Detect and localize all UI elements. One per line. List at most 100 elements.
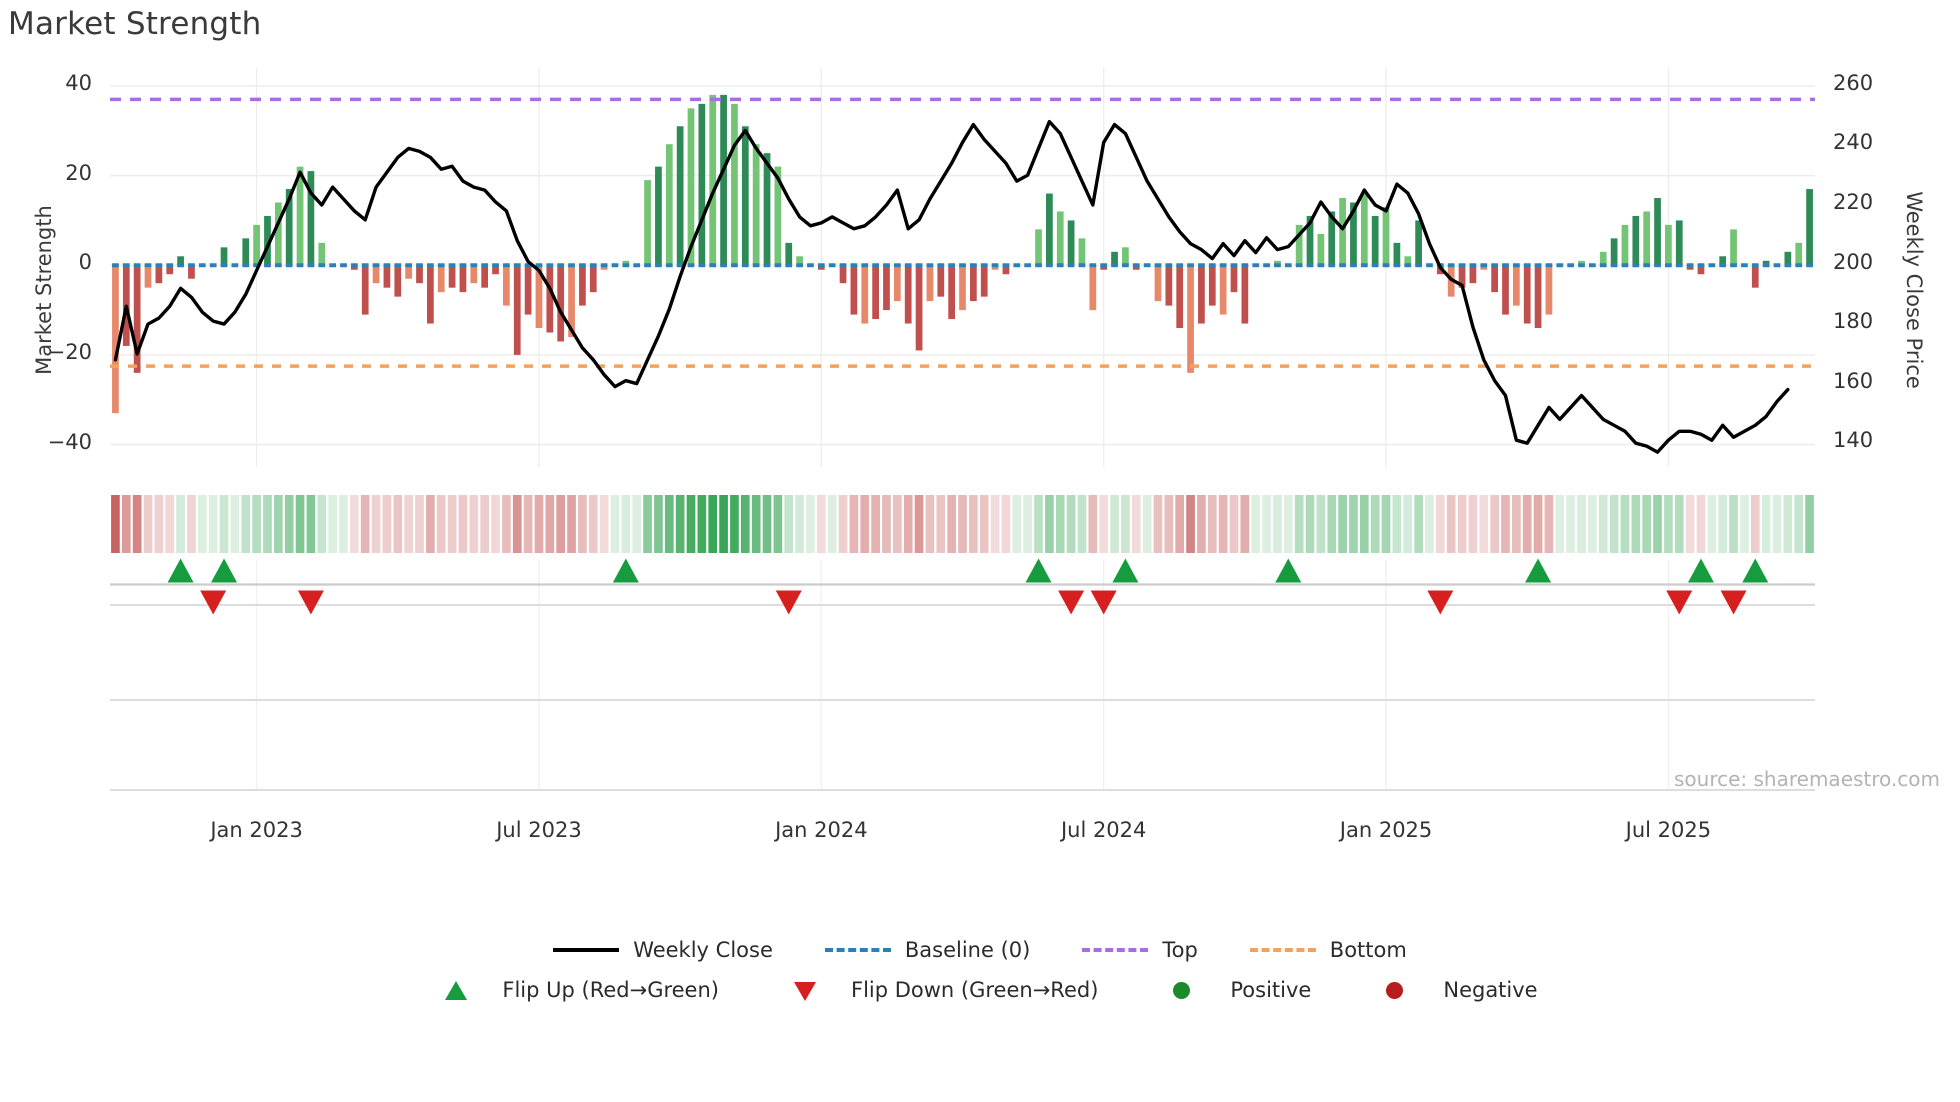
bar-positive (1730, 229, 1737, 266)
heatmap-cell (1327, 495, 1337, 553)
legend-item[interactable]: Flip Down (Green→Red) (771, 977, 1098, 1003)
legend-item[interactable]: Weekly Close (553, 937, 773, 963)
heatmap-cell (686, 495, 696, 553)
bar-positive (763, 153, 771, 266)
bar-negative (557, 265, 565, 342)
heatmap-cell (1446, 495, 1456, 553)
bar-positive (741, 126, 749, 266)
legend-item[interactable]: Baseline (0) (824, 937, 1030, 963)
bar-negative (1458, 265, 1466, 288)
bar-positive (1784, 251, 1792, 266)
bar-negative (1534, 265, 1542, 329)
bar-negative (959, 265, 966, 311)
heatmap-cell (1262, 495, 1271, 553)
bar-positive (1056, 211, 1064, 266)
bar-negative (1230, 265, 1238, 293)
heatmap-cell (1403, 495, 1413, 553)
legend-item[interactable]: Negative (1363, 977, 1538, 1003)
heatmap-cell (1718, 495, 1728, 553)
bar-positive (1393, 242, 1401, 266)
heatmap-cell (730, 495, 739, 553)
heatmap-cell (1729, 495, 1738, 553)
flip-up-marker (1025, 558, 1052, 583)
heatmap-cell (371, 495, 381, 553)
heatmap-cell (556, 495, 566, 553)
legend-item[interactable]: Positive (1150, 977, 1311, 1003)
heatmap-cell (632, 495, 642, 553)
heatmap-cell (263, 495, 272, 553)
heatmap-cell (1023, 495, 1033, 553)
bar-negative (926, 265, 934, 302)
circle-icon (1363, 977, 1429, 1003)
bar-positive (1665, 224, 1672, 266)
bar-negative (448, 265, 456, 288)
bar-positive (1360, 193, 1368, 266)
legend-item[interactable]: Bottom (1249, 937, 1407, 963)
heatmap-cell (404, 495, 413, 553)
heatmap-cell (1566, 495, 1575, 553)
heatmap-cell (871, 495, 880, 553)
heatmap-cell (849, 495, 859, 553)
triangle-up-icon-glyph (445, 981, 468, 1000)
bar-negative (1502, 265, 1509, 315)
bar-negative (383, 265, 391, 288)
bar-negative (1512, 265, 1520, 306)
heatmap-cell (1273, 495, 1282, 553)
y-axis-left-tick: −40 (47, 429, 92, 454)
bar-positive (1046, 193, 1053, 266)
heatmap-cell (1468, 495, 1478, 553)
heatmap-cell (892, 495, 902, 553)
flip-up-marker (1112, 558, 1139, 583)
heatmap-cell (1783, 495, 1793, 553)
bar-positive (1806, 189, 1813, 266)
y-axis-right-tick: 260 (1833, 70, 1874, 95)
flip-down-marker (1058, 590, 1085, 615)
bar-negative (1219, 265, 1227, 315)
bar-positive (285, 189, 293, 266)
heatmap-cell (1207, 495, 1217, 553)
chart-legend: Weekly Close Baseline (0) Top Bottom Flip U… (0, 915, 1960, 1025)
legend-item[interactable]: Flip Up (Red→Green) (422, 977, 719, 1003)
heatmap-cell (1490, 495, 1499, 553)
x-axis-tick: Jul 2024 (1060, 818, 1147, 842)
heatmap-cell (719, 495, 728, 553)
bar-positive (785, 242, 793, 266)
heatmap-cell (1142, 495, 1152, 553)
x-axis-tick: Jan 2024 (775, 818, 868, 842)
bar-negative (470, 265, 478, 284)
bar-negative (1132, 265, 1140, 270)
bar-positive (1795, 242, 1803, 266)
flip-up-marker (211, 558, 238, 583)
x-axis-tick: Jan 2023 (210, 818, 303, 842)
heatmap-cell (252, 495, 261, 553)
bar-negative (350, 265, 358, 270)
bar-positive (318, 242, 326, 266)
triangle-down-icon-glyph (793, 982, 816, 1001)
bar-negative (1545, 265, 1553, 315)
bar-negative (600, 265, 608, 270)
heatmap-cell (502, 495, 511, 553)
heatmap-cell (1370, 495, 1380, 553)
bar-negative (1002, 265, 1010, 275)
page-title: Market Strength (8, 6, 262, 42)
heatmap-cell (958, 495, 967, 553)
bar-negative (144, 265, 152, 288)
heatmap-cell (1045, 495, 1054, 553)
bar-positive (1295, 224, 1303, 266)
heatmap-cell (654, 495, 663, 553)
heatmap-cell (1121, 495, 1130, 553)
bar-negative (535, 265, 543, 329)
bar-positive (709, 94, 717, 266)
bar-negative (481, 265, 489, 288)
heatmap-cell (1794, 495, 1804, 553)
legend-item[interactable]: Top (1082, 937, 1198, 963)
bar-negative (1176, 265, 1184, 329)
bar-negative (991, 265, 999, 270)
x-axis-tick: Jul 2023 (496, 818, 582, 842)
heatmap-cell (1740, 495, 1749, 553)
bar-negative (372, 265, 380, 284)
y-axis-left-tick: −20 (47, 339, 92, 364)
heatmap-cell (1435, 495, 1445, 553)
bar-negative (883, 265, 890, 311)
